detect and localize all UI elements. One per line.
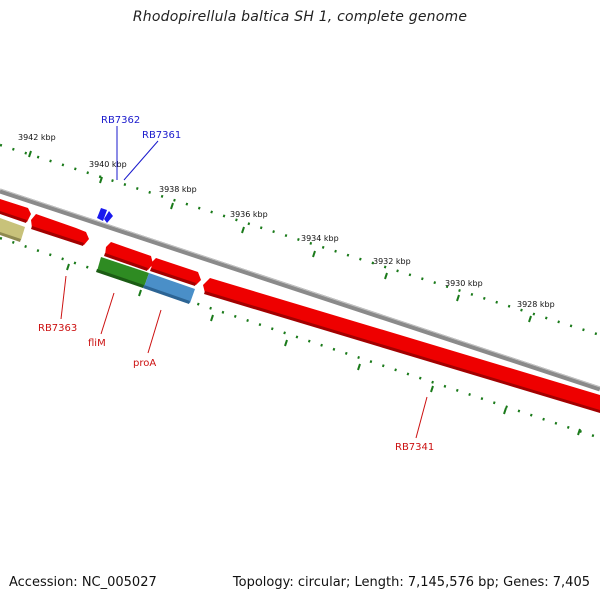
ruler-major-tick [138, 289, 142, 297]
gene-rb7362[interactable] [97, 208, 107, 221]
kbp-label-3936: 3936 kbp [230, 210, 268, 219]
kbp-label-3928: 3928 kbp [517, 300, 555, 309]
map-title: Rhodopirellula baltica SH 1, complete ge… [132, 9, 468, 25]
ruler-major-tick [528, 315, 532, 323]
ruler-major-tick [430, 385, 434, 393]
gene-rb7341[interactable] [203, 278, 600, 413]
ruler-major-tick [312, 250, 316, 258]
ruler-major-tick [170, 202, 174, 210]
rb7363-leader [60, 275, 67, 320]
ruler-major-tick [503, 407, 507, 415]
kbp-label-3940: 3940 kbp [89, 160, 127, 169]
ruler-major-tick [384, 272, 388, 280]
kbp-label-3938: 3938 kbp [159, 185, 197, 194]
label-rb7362[interactable]: RB7362 [101, 115, 140, 126]
kbp-label-3942: 3942 kbp [18, 133, 56, 142]
flim-leader [100, 292, 115, 335]
ruler-major-tick [99, 176, 103, 184]
upper-ruler-dots [0, 143, 600, 337]
upper-ruler: 3942 kbp 3940 kbp 3938 kbp 3936 kbp 3934… [0, 133, 600, 337]
gene-flim[interactable] [96, 257, 149, 288]
gene-rb7363[interactable] [31, 214, 89, 246]
label-proa[interactable]: proA [133, 358, 156, 369]
rb7341-leader [415, 396, 428, 439]
genome-backbone [0, 188, 600, 392]
gene-red-left-partial[interactable] [0, 199, 31, 223]
ruler-major-tick [284, 339, 288, 347]
ruler-major-tick [241, 226, 245, 234]
ruler-major-tick [577, 428, 581, 436]
gene-red-upper-a[interactable] [104, 242, 153, 271]
kbp-label-3934: 3934 kbp [301, 234, 339, 243]
label-flim[interactable]: fliM [88, 338, 106, 349]
ruler-major-tick [28, 150, 32, 158]
kbp-label-3932: 3932 kbp [373, 257, 411, 266]
proa-leader [147, 309, 162, 354]
ruler-major-tick [456, 294, 460, 302]
gene-olive-partial[interactable] [0, 218, 25, 242]
gene-red-upper-b[interactable] [150, 258, 201, 286]
genome-summary-text: Topology: circular; Length: 7,145,576 bp… [232, 575, 590, 590]
label-rb7341[interactable]: RB7341 [395, 442, 434, 453]
ruler-major-tick [357, 363, 361, 371]
rb7361-leader [123, 140, 159, 181]
accession-text: Accession: NC_005027 [9, 575, 157, 590]
label-rb7361[interactable]: RB7361 [142, 130, 181, 141]
gene-proa[interactable] [143, 273, 195, 304]
ruler-major-tick [210, 314, 214, 322]
ruler-major-tick [66, 263, 70, 271]
label-rb7363[interactable]: RB7363 [38, 323, 77, 334]
kbp-label-3930: 3930 kbp [445, 279, 483, 288]
gene-rb7361[interactable] [104, 211, 113, 223]
genome-backbone-highlight [0, 188, 600, 388]
